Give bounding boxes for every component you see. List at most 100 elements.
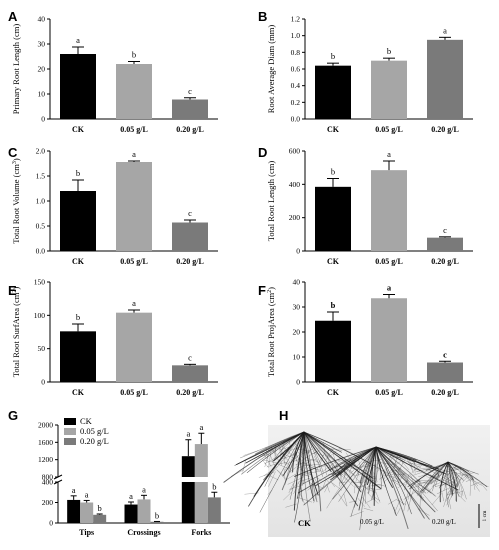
y-tick-label: 1.5 xyxy=(36,172,46,181)
significance-letter: c xyxy=(188,208,192,218)
significance-letter: c xyxy=(443,225,447,235)
y-tick-label: 0.2 xyxy=(291,98,301,107)
x-tick-label: 0.05 g/L xyxy=(120,257,148,266)
bar-ck xyxy=(60,331,96,382)
y-tick-label: 20 xyxy=(38,65,46,74)
y-tick-label: 1600 xyxy=(38,438,53,447)
y-tick-label: 40 xyxy=(293,278,301,287)
significance-letter: a xyxy=(199,422,203,432)
y-tick-label: 0.6 xyxy=(291,65,301,74)
bar-0-05-g-l xyxy=(116,64,152,119)
bar-0-05-g-l xyxy=(371,170,407,251)
bar-0-20-g-l xyxy=(172,222,208,251)
bar-0-05-g-l xyxy=(371,298,407,382)
panel-label: E xyxy=(8,283,17,298)
y-tick-label: 0.0 xyxy=(36,247,46,256)
legend-swatch xyxy=(64,428,76,435)
significance-letter: b xyxy=(387,46,391,56)
y-tick-label: 0.0 xyxy=(291,115,301,124)
panel-b: B 0.0 0.2 0.4 0.6 0.8 1.0 1.2 Root Average Diam … xyxy=(258,9,473,134)
x-tick-label: CK xyxy=(327,125,340,134)
significance-letter: b xyxy=(76,168,80,178)
bar xyxy=(80,502,94,523)
x-tick-label: CK xyxy=(72,257,85,266)
significance-letter: a xyxy=(129,491,133,501)
y-tick-label: 0 xyxy=(41,378,45,387)
y-tick-label: 0.4 xyxy=(291,81,301,90)
y-tick-label: 20 xyxy=(293,328,301,337)
bar-ck xyxy=(60,191,96,251)
y-axis-label: Primary Root Length (cm) xyxy=(11,24,21,115)
significance-letter: c xyxy=(188,352,192,362)
y-tick-label: 1.2 xyxy=(291,15,301,24)
y-tick-label: 50 xyxy=(38,344,46,353)
panel-d: D 0 200 400 600 Total Root Length (cm) b CK a 0.0… xyxy=(258,145,473,266)
x-tick-label: 0.05 g/L xyxy=(375,388,403,397)
root-system xyxy=(407,461,489,510)
bar-0-20-g-l xyxy=(172,365,208,382)
bar-0-20-g-l xyxy=(427,237,463,251)
panel-label: C xyxy=(8,145,18,160)
bar-0-20-g-l xyxy=(172,99,208,119)
x-tick-label: 0.05 g/L xyxy=(120,125,148,134)
y-tick-label: 200 xyxy=(42,498,54,507)
y-axis-label: Total Root SurfArea (cm2) xyxy=(11,287,21,378)
y-tick-label: 0.5 xyxy=(36,222,46,231)
y-tick-label: 150 xyxy=(34,278,46,287)
panel-e: E 0 50 100 150 Total Root SurfArea (cm2) b CK a 0… xyxy=(8,278,218,397)
x-tick-label: 0.20 g/L xyxy=(431,388,459,397)
y-tick-label: 600 xyxy=(289,147,301,156)
x-tick-label: CK xyxy=(72,388,85,397)
y-tick-label: 1200 xyxy=(38,455,53,464)
y-axis-label: Total Root Length (cm) xyxy=(266,161,276,242)
x-tick-label: 0.05 g/L xyxy=(375,125,403,134)
x-tick-label: Crossings xyxy=(127,528,160,537)
y-tick-label: 30 xyxy=(38,40,46,49)
bar-0-05-g-l xyxy=(116,162,152,251)
y-tick-label: 2.0 xyxy=(36,147,46,156)
panel-label: F xyxy=(258,283,266,298)
y-tick-label: 0 xyxy=(49,519,53,528)
bar xyxy=(67,499,81,523)
panel-label: G xyxy=(8,408,18,423)
panel-c: C 0.0 0.5 1.0 1.5 2.0 Total Root Volume (cm3) b… xyxy=(8,145,218,266)
significance-letter: a xyxy=(387,283,392,293)
bar-0-20-g-l xyxy=(427,362,463,382)
significance-letter: a xyxy=(85,489,89,499)
photo-label-high: 0.20 g/L xyxy=(432,518,456,526)
legend-label: 0.20 g/L xyxy=(80,436,109,446)
significance-letter: c xyxy=(188,86,192,96)
significance-letter: b xyxy=(212,481,216,491)
panel-h: H CK 0.05 g/L 0.20 g/L 1 cm xyxy=(223,408,490,537)
bar-lower xyxy=(194,482,208,523)
bar-0-05-g-l xyxy=(116,312,152,382)
legend-swatch xyxy=(64,418,76,425)
significance-letter: a xyxy=(186,429,190,439)
bar xyxy=(93,514,107,523)
y-tick-label: 800 xyxy=(42,473,54,482)
y-tick-label: 40 xyxy=(38,15,46,24)
photo-label-ck: CK xyxy=(298,518,311,528)
panel-label: A xyxy=(8,9,18,24)
y-tick-label: 10 xyxy=(293,353,301,362)
y-tick-label: 1.0 xyxy=(291,31,301,40)
x-tick-label: 0.20 g/L xyxy=(176,125,204,134)
legend-label: CK xyxy=(80,416,93,426)
significance-letter: b xyxy=(331,167,335,177)
significance-letter: b xyxy=(155,510,159,520)
significance-letter: c xyxy=(443,349,447,359)
x-tick-label: Forks xyxy=(191,528,211,537)
y-tick-label: 0.8 xyxy=(291,48,301,57)
y-axis-label: Total Root Volume (cm3) xyxy=(11,158,21,244)
x-tick-label: 0.20 g/L xyxy=(176,257,204,266)
y-tick-label: 200 xyxy=(289,213,301,222)
significance-letter: b xyxy=(331,51,335,61)
significance-letter: a xyxy=(132,298,136,308)
bar-lower xyxy=(181,482,195,523)
x-tick-label: CK xyxy=(72,125,85,134)
y-tick-label: 400 xyxy=(42,478,54,487)
significance-letter: a xyxy=(443,25,447,35)
x-tick-label: CK xyxy=(327,257,340,266)
